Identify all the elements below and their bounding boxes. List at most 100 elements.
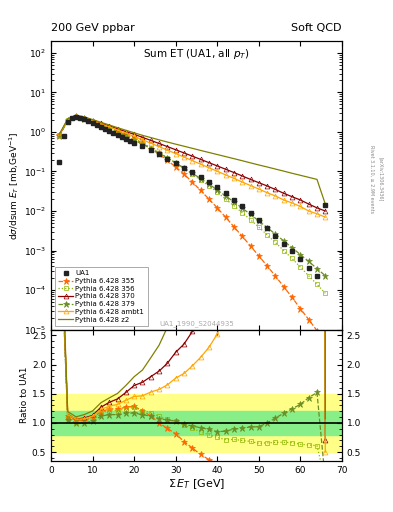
Pythia 6.428 355 <box>73 113 78 119</box>
Pythia 6.428 z2 <box>231 156 236 162</box>
Line: Pythia 6.428 370: Pythia 6.428 370 <box>57 114 328 214</box>
Pythia 6.428 z2 <box>157 137 162 143</box>
Pythia 6.428 370 <box>65 117 70 123</box>
Pythia 6.428 ambt1 <box>190 158 195 164</box>
Bar <box>51 394 342 452</box>
Pythia 6.428 z2 <box>207 150 211 156</box>
Line: Pythia 6.428 379: Pythia 6.428 379 <box>56 114 329 279</box>
Pythia 6.428 z2 <box>306 174 311 180</box>
Pythia 6.428 356 <box>298 264 303 270</box>
Pythia 6.428 355 <box>306 316 311 323</box>
UA1 <box>103 126 107 132</box>
Pythia 6.428 355 <box>240 233 244 239</box>
Pythia 6.428 379 <box>215 187 220 193</box>
Pythia 6.428 356 <box>207 183 211 189</box>
Pythia 6.428 379 <box>198 176 203 182</box>
Pythia 6.428 370 <box>90 118 95 124</box>
UA1 <box>115 132 120 138</box>
Pythia 6.428 356 <box>273 240 278 246</box>
Pythia 6.428 356 <box>82 116 87 122</box>
UA1 <box>99 124 103 131</box>
Pythia 6.428 370 <box>99 120 103 126</box>
Pythia 6.428 355 <box>207 196 211 202</box>
Pythia 6.428 379 <box>123 133 128 139</box>
Pythia 6.428 355 <box>290 294 294 301</box>
Pythia 6.428 ambt1 <box>140 137 145 143</box>
Pythia 6.428 379 <box>73 114 78 120</box>
Pythia 6.428 355 <box>90 118 95 124</box>
UA1 <box>323 202 328 208</box>
Line: UA1: UA1 <box>57 115 328 278</box>
Pythia 6.428 370 <box>257 180 261 186</box>
UA1 <box>149 147 153 154</box>
Pythia 6.428 z2 <box>57 131 62 137</box>
UA1 <box>128 138 132 144</box>
UA1 <box>190 169 195 176</box>
Pythia 6.428 370 <box>223 166 228 172</box>
Pythia 6.428 379 <box>157 150 162 156</box>
Pythia 6.428 ambt1 <box>115 127 120 133</box>
Pythia 6.428 355 <box>281 284 286 290</box>
Pythia 6.428 370 <box>140 134 145 140</box>
UA1 <box>107 128 112 134</box>
Pythia 6.428 ambt1 <box>107 124 112 130</box>
Pythia 6.428 356 <box>132 136 136 142</box>
Pythia 6.428 z2 <box>323 201 328 207</box>
Pythia 6.428 z2 <box>257 162 261 168</box>
Pythia 6.428 z2 <box>132 130 136 136</box>
Pythia 6.428 355 <box>182 171 186 177</box>
Y-axis label: Ratio to UA1: Ratio to UA1 <box>20 367 29 423</box>
Pythia 6.428 ambt1 <box>90 118 95 124</box>
Pythia 6.428 355 <box>231 224 236 230</box>
UA1 <box>111 130 116 136</box>
Pythia 6.428 ambt1 <box>265 189 270 196</box>
Pythia 6.428 356 <box>107 125 112 131</box>
Pythia 6.428 355 <box>65 117 70 123</box>
Pythia 6.428 370 <box>165 143 170 150</box>
UA1 <box>57 159 62 165</box>
Pythia 6.428 356 <box>315 281 320 287</box>
Pythia 6.428 355 <box>107 124 112 131</box>
UA1 <box>281 241 286 247</box>
UA1 <box>265 225 270 231</box>
Pythia 6.428 355 <box>132 136 136 142</box>
Pythia 6.428 z2 <box>73 112 78 118</box>
Pythia 6.428 z2 <box>149 135 153 141</box>
Pythia 6.428 356 <box>73 114 78 120</box>
Pythia 6.428 356 <box>182 165 186 172</box>
Pythia 6.428 z2 <box>115 124 120 131</box>
UA1 <box>65 119 70 125</box>
Pythia 6.428 z2 <box>107 122 112 128</box>
Pythia 6.428 379 <box>265 225 270 231</box>
Pythia 6.428 z2 <box>240 158 244 164</box>
Line: Pythia 6.428 z2: Pythia 6.428 z2 <box>59 115 325 204</box>
Pythia 6.428 ambt1 <box>231 175 236 181</box>
Pythia 6.428 z2 <box>140 132 145 138</box>
Pythia 6.428 356 <box>157 150 162 156</box>
Pythia 6.428 355 <box>298 306 303 312</box>
Pythia 6.428 370 <box>215 163 220 169</box>
UA1 <box>78 115 83 121</box>
UA1 <box>70 115 74 121</box>
Pythia 6.428 356 <box>323 290 328 296</box>
UA1 <box>165 156 170 162</box>
X-axis label: $\Sigma\, E_T$ [GeV]: $\Sigma\, E_T$ [GeV] <box>168 477 225 491</box>
Pythia 6.428 z2 <box>190 145 195 152</box>
UA1 <box>82 116 87 122</box>
UA1 <box>94 122 99 128</box>
Pythia 6.428 370 <box>115 126 120 132</box>
Pythia 6.428 356 <box>57 132 62 138</box>
Pythia 6.428 ambt1 <box>149 140 153 146</box>
Pythia 6.428 z2 <box>198 147 203 154</box>
UA1 <box>173 160 178 166</box>
Pythia 6.428 379 <box>223 193 228 199</box>
Pythia 6.428 z2 <box>123 127 128 133</box>
Pythia 6.428 356 <box>290 255 294 262</box>
Pythia 6.428 z2 <box>82 114 87 120</box>
Pythia 6.428 355 <box>315 328 320 334</box>
Pythia 6.428 355 <box>140 140 145 146</box>
UA1 <box>140 143 145 150</box>
Pythia 6.428 ambt1 <box>198 161 203 167</box>
Pythia 6.428 ambt1 <box>223 172 228 178</box>
Pythia 6.428 ambt1 <box>315 211 320 217</box>
